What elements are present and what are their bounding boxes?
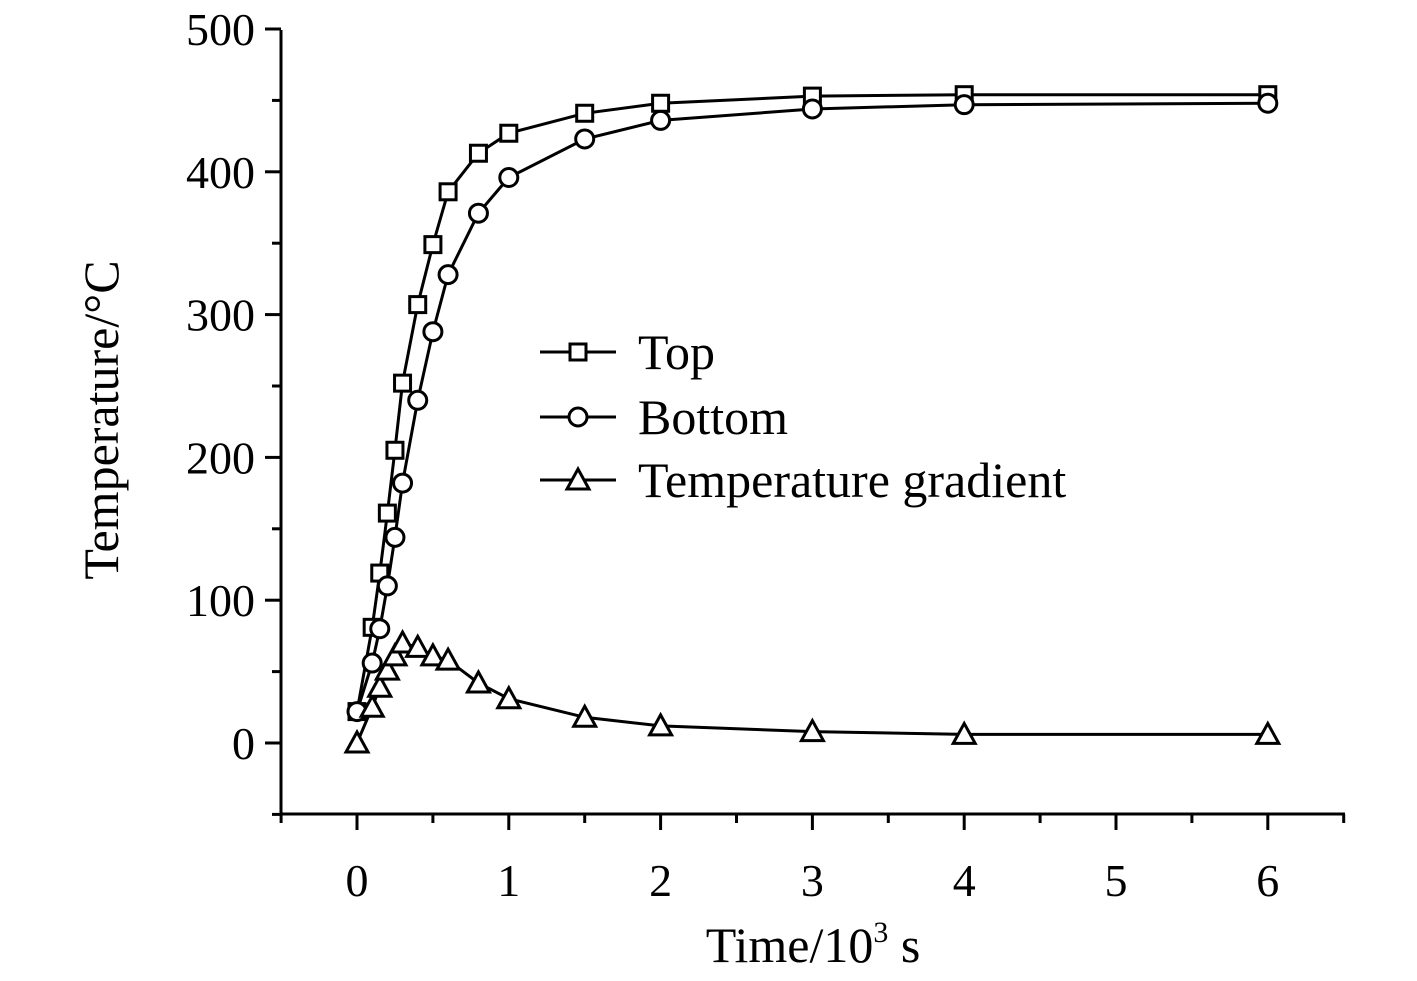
y-tick-label: 400 — [186, 147, 255, 198]
data-point-bottom — [369, 618, 391, 640]
x-axis-title-main: Time/10 — [706, 917, 874, 973]
legend-label: Bottom — [638, 389, 788, 445]
series-line-bottom — [355, 101, 1268, 713]
y-tick-label: 200 — [186, 432, 255, 483]
legend-label: Top — [638, 324, 715, 380]
data-point-top — [438, 182, 458, 202]
legend-marker-triangle — [564, 465, 592, 491]
data-point-bottom — [650, 109, 672, 131]
legend: Top Bottom Temperature gradient — [540, 324, 1066, 508]
data-point-bottom — [422, 321, 444, 343]
y-tick-label: 300 — [186, 290, 255, 341]
x-tick-label: 2 — [649, 855, 672, 906]
data-point-bottom — [574, 128, 596, 150]
data-point-temperature-gradient — [381, 641, 409, 667]
legend-marker-circle — [567, 406, 589, 428]
data-point-temperature-gradient — [404, 633, 432, 658]
x-tick-label: 1 — [497, 855, 520, 906]
x-tick-label: 5 — [1105, 855, 1128, 906]
data-point-temperature-gradient — [434, 646, 462, 671]
data-point-temperature-gradient — [950, 720, 978, 745]
x-tick-label: 0 — [346, 855, 369, 906]
y-axis-title: Temperature/°C — [73, 260, 129, 579]
series-group — [343, 85, 1282, 754]
data-point-bottom — [376, 575, 398, 597]
data-point-bottom — [498, 167, 520, 189]
y-tick-label: 0 — [232, 718, 255, 769]
data-point-bottom — [392, 472, 414, 494]
data-point-temperature-gradient — [798, 717, 826, 743]
legend-item-top: Top — [540, 324, 715, 380]
series-line-top — [355, 93, 1268, 712]
data-point-bottom — [407, 389, 429, 411]
x-axis-title-unit: s — [888, 917, 920, 973]
data-point-temperature-gradient — [389, 628, 417, 654]
data-point-top — [385, 440, 405, 460]
x-tick-label: 3 — [801, 855, 824, 906]
y-tick-label: 500 — [186, 4, 255, 55]
data-point-temperature-gradient — [571, 703, 599, 728]
data-point-top — [468, 143, 488, 163]
y-tick-label: 100 — [186, 575, 255, 626]
x-axis-title: Time/103 s — [706, 916, 921, 973]
data-point-bottom — [953, 94, 975, 116]
legend-item-bottom: Bottom — [540, 389, 788, 445]
data-point-top — [393, 373, 413, 393]
data-point-temperature-gradient — [343, 728, 371, 754]
data-point-top — [499, 123, 519, 143]
data-point-temperature-gradient — [373, 656, 401, 681]
legend-item-temperature-gradient: Temperature gradient — [540, 452, 1066, 508]
x-tick-label: 4 — [953, 855, 976, 906]
data-point-bottom — [1257, 92, 1279, 114]
data-point-temperature-gradient — [419, 641, 447, 667]
data-point-temperature-gradient — [1254, 720, 1282, 745]
data-point-temperature-gradient — [366, 673, 394, 698]
data-point-top — [377, 503, 397, 523]
legend-label: Temperature gradient — [638, 452, 1066, 508]
data-point-temperature-gradient — [495, 684, 523, 710]
series-top — [347, 85, 1278, 722]
data-point-bottom — [361, 652, 383, 674]
series-temperature-gradient — [343, 628, 1282, 754]
legend-marker-square — [568, 342, 588, 362]
data-point-bottom — [467, 202, 489, 224]
series-bottom — [346, 92, 1279, 723]
data-point-bottom — [384, 526, 406, 548]
data-point-top — [408, 295, 428, 315]
axes: 0 100 200 300 400 500 0 1 2 3 4 5 6 — [186, 4, 1346, 906]
x-axis-title-superscript: 3 — [873, 916, 888, 949]
data-point-top — [651, 93, 671, 113]
data-point-top — [423, 235, 443, 255]
data-point-temperature-gradient — [358, 693, 386, 718]
data-point-bottom — [801, 98, 823, 120]
data-point-temperature-gradient — [464, 668, 492, 694]
data-point-temperature-gradient — [647, 711, 675, 737]
data-point-bottom — [437, 264, 459, 286]
x-tick-label: 6 — [1256, 855, 1279, 906]
data-point-top — [575, 103, 595, 123]
